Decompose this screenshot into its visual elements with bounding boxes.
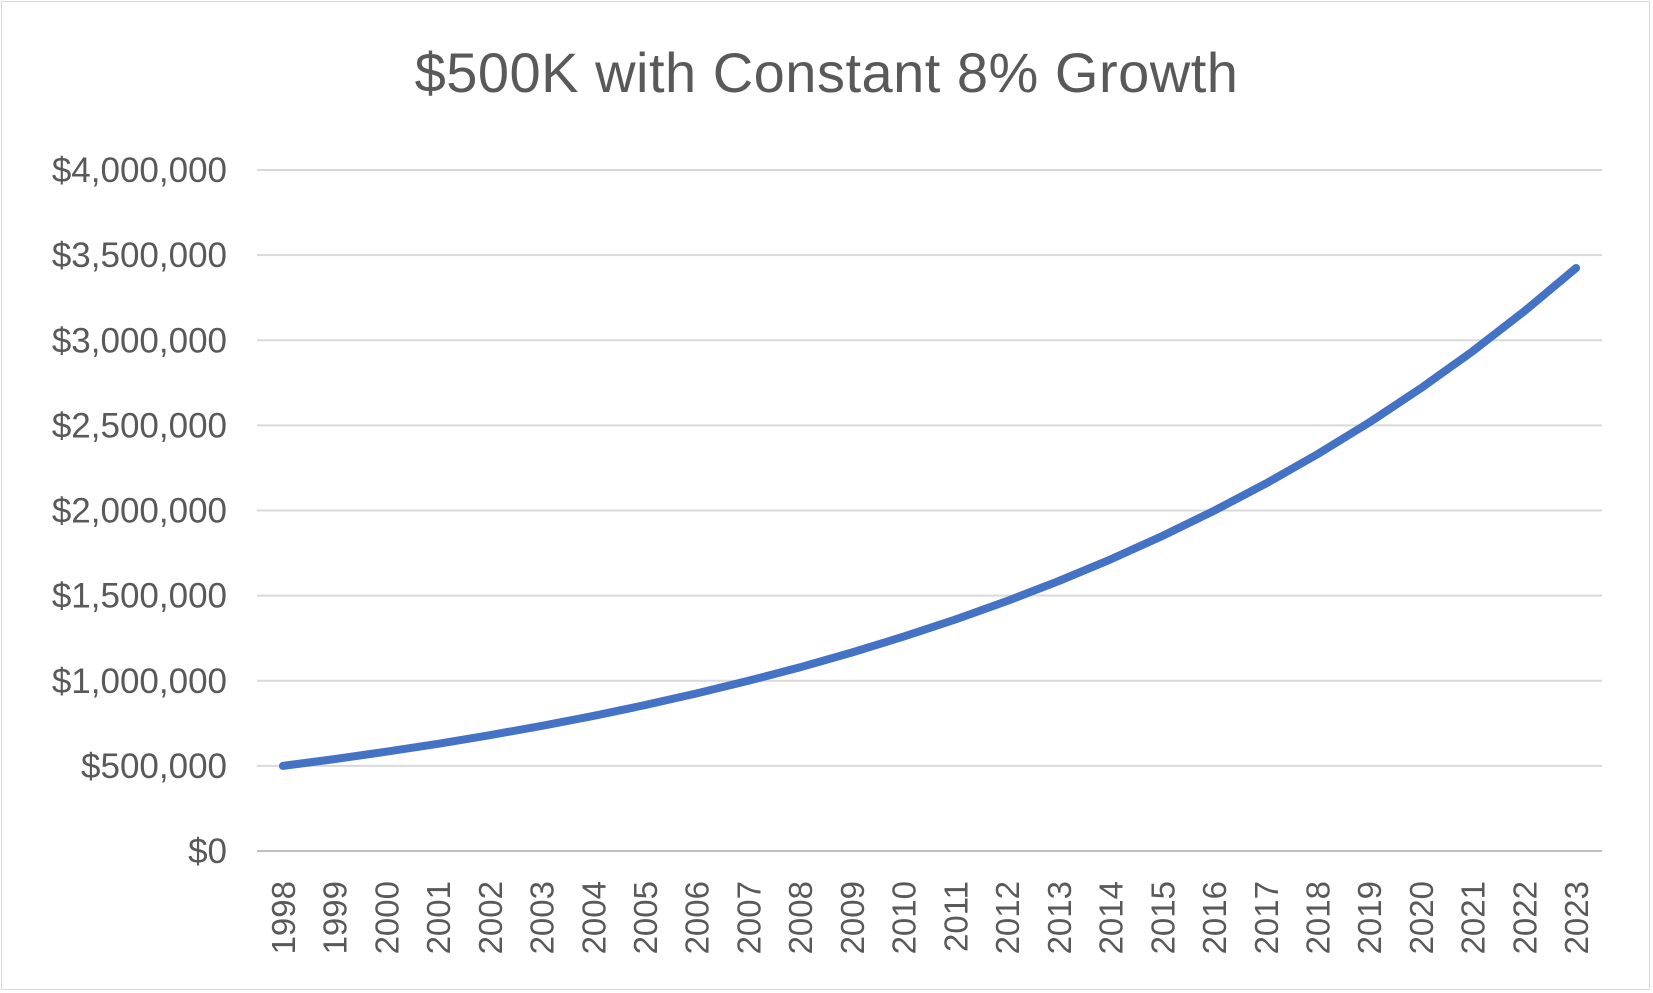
- x-tick-label: 1999: [317, 881, 354, 954]
- x-tick-label: 2007: [730, 881, 767, 954]
- x-tick-label: 2001: [420, 881, 457, 954]
- x-tick-label: 2013: [1041, 881, 1078, 954]
- y-tick-label: $3,000,000: [52, 321, 227, 360]
- y-tick-label: $1,000,000: [52, 662, 227, 701]
- x-tick-label: 2014: [1093, 881, 1130, 954]
- x-tick-label: 2008: [782, 881, 819, 954]
- x-axis-labels: 1998 1999 2000 2001 2002 2003 2004 2005 2006 2007…: [265, 881, 1595, 954]
- x-tick-label: 2015: [1144, 881, 1181, 954]
- x-tick-label: 2012: [989, 881, 1026, 954]
- y-tick-label: $2,500,000: [52, 406, 227, 445]
- series-group: [278, 264, 1581, 770]
- x-tick-label: 2021: [1455, 881, 1492, 954]
- y-axis-labels: $0 $500,000 $1,000,000 $1,500,000 $2,000,000…: [52, 151, 227, 871]
- y-tick-label: $2,000,000: [52, 492, 227, 531]
- x-tick-label: 2016: [1196, 881, 1233, 954]
- x-tick-label: 2023: [1558, 881, 1595, 954]
- x-tick-label: 2020: [1403, 881, 1440, 954]
- x-tick-label: 2018: [1299, 881, 1336, 954]
- y-tick-label: $1,500,000: [52, 577, 227, 616]
- x-tick-label: 2000: [368, 881, 405, 954]
- x-tick-label: 2019: [1351, 881, 1388, 954]
- x-tick-label: 2005: [627, 881, 664, 954]
- gridlines: [257, 169, 1602, 852]
- x-tick-label: 2006: [679, 881, 716, 954]
- x-tick-label: 2011: [937, 881, 974, 952]
- x-tick-label: 2010: [886, 881, 923, 954]
- y-tick-label: $4,000,000: [52, 151, 227, 190]
- y-tick-label: $0: [188, 832, 227, 871]
- chart-title: $500K with Constant 8% Growth: [414, 41, 1239, 104]
- x-tick-label: 2009: [834, 881, 871, 954]
- x-tick-label: 2017: [1248, 881, 1285, 954]
- series-line: [278, 264, 1581, 770]
- x-tick-label: 1998: [265, 881, 302, 954]
- x-tick-label: 2002: [472, 881, 509, 954]
- x-tick-label: 2022: [1506, 881, 1543, 954]
- x-tick-label: 2004: [575, 881, 612, 954]
- x-tick-label: 2003: [524, 881, 561, 954]
- y-tick-label: $500,000: [81, 747, 227, 786]
- y-tick-label: $3,500,000: [52, 236, 227, 275]
